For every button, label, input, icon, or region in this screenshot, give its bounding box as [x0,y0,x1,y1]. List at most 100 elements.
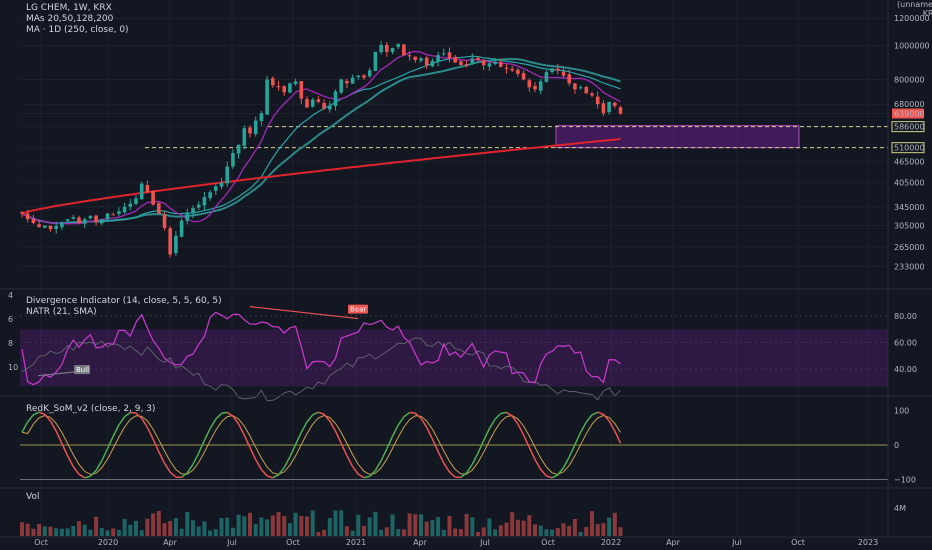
natr-tick-label: 6 [8,315,13,324]
bear-label: Bear [350,306,366,314]
candle [174,231,178,256]
som-segment [420,417,428,428]
volume-bar [139,530,144,536]
price-axis[interactable]: 233000 265000 305000 345000 405000 465000 5100… [891,14,930,513]
som-segment [44,413,52,422]
candle-body [48,225,53,230]
candle-body [442,53,446,55]
candle-body [88,215,93,219]
moving-averages [21,50,621,225]
volume-bar [470,517,475,536]
price-tick-label: 305000 [894,221,925,230]
candle [191,205,195,219]
candle-body [214,186,218,191]
natr-line [21,337,621,402]
candle [362,73,366,80]
volume-bar [25,523,30,536]
som-segment [203,428,211,441]
candle [219,177,224,190]
candle [573,83,577,95]
bull-label-box [74,365,90,375]
candle-body [362,75,366,78]
som-segment [146,427,154,440]
candle-body [37,224,41,227]
candle-body [590,93,594,96]
candle [179,218,184,238]
volume-bar [407,513,412,536]
divergence-pane: 4 6 8 10 Bear Bull [8,291,888,402]
candle [424,56,429,70]
volume-bar [607,517,612,536]
time-tick-label: Apr [163,538,178,547]
candle [464,60,469,68]
som-segment [141,417,149,428]
som-segment [437,451,445,464]
volume-pane [20,510,623,536]
som-segment [426,427,434,440]
volume-bar [213,529,218,536]
time-axis[interactable]: Oct 2020 Apr Jul Oct 2021 Apr Jul Oct 2022 Apr Jul O… [34,538,878,547]
som-segment [506,411,513,417]
candle [504,63,509,74]
som-segment [130,411,137,414]
som-segment [38,411,46,416]
candle-body [310,99,315,107]
price-label-box [891,121,925,133]
currency-label: (unnamed) KRW [897,0,932,18]
volume-bar [578,531,583,536]
candle [350,74,355,85]
candle [538,78,543,95]
som-segment [260,469,268,477]
price-label-text: 586000 [894,123,925,132]
legend-symbol: LG CHEM, 1W, KRX [26,3,112,13]
candle [390,47,395,55]
candle-body [196,204,201,208]
price-tick-label: 800000 [894,76,925,85]
candle [339,78,343,95]
som-segment [346,455,354,467]
volume-bar [373,511,378,536]
candle [162,211,167,231]
som-segment [124,411,131,418]
candle [544,70,549,83]
volume-bar [572,518,577,536]
candle [499,59,503,68]
candle [459,60,463,66]
candle-body [584,87,589,94]
volume-bar [48,526,53,536]
candle [145,180,150,193]
candle [561,66,566,79]
candle-body [402,44,406,56]
candle-body [561,71,566,76]
candle-body [253,120,258,134]
candle [94,215,98,226]
legend-som: RedK_SoM_v2 (close, 2, 9, 3) [26,404,156,414]
candle [613,101,617,109]
bear-label-box [348,304,368,314]
candle [43,225,47,229]
volume-bar [458,529,463,536]
som-tick-label: −100 [894,476,916,485]
legend-mas: MAs 20,50,128,200 [26,14,114,24]
som-segment [546,475,553,479]
zone-rect [555,125,800,149]
candle [487,60,492,71]
candle-body [157,203,161,214]
volume-bar [339,510,344,536]
som-segment [460,472,468,478]
som-segment [409,411,416,414]
som-segment [198,440,206,454]
volume-bar [82,524,87,536]
som-segment [61,443,69,457]
candle [316,95,321,104]
candle-body [613,102,617,106]
candle [470,53,475,65]
volume-bar [185,511,190,536]
candle-body [43,225,47,228]
candle-body [493,61,497,64]
som-segment [562,456,570,468]
som-segment [78,473,86,479]
candle [305,96,309,108]
volume-bar [145,518,150,536]
